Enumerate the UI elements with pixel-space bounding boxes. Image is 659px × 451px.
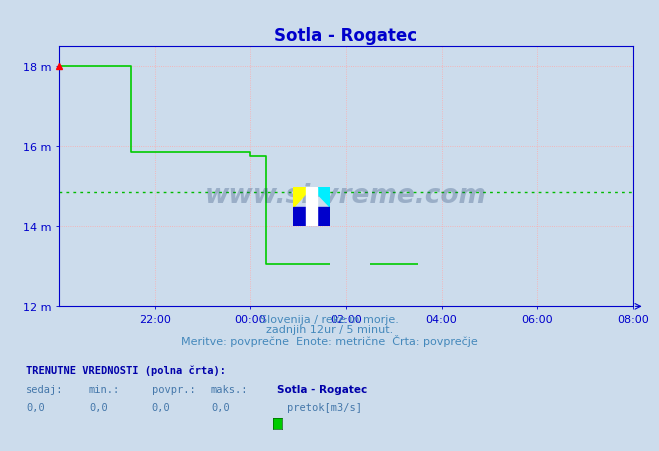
Text: maks.:: maks.: <box>211 384 248 394</box>
Polygon shape <box>293 188 312 207</box>
Text: Meritve: povprečne  Enote: metrične  Črta: povprečje: Meritve: povprečne Enote: metrične Črta:… <box>181 335 478 347</box>
Text: 0,0: 0,0 <box>211 402 229 412</box>
Text: sedaj:: sedaj: <box>26 384 64 394</box>
Text: zadnjih 12ur / 5 minut.: zadnjih 12ur / 5 minut. <box>266 325 393 335</box>
Text: 0,0: 0,0 <box>89 402 107 412</box>
Text: www.si-vreme.com: www.si-vreme.com <box>205 182 487 208</box>
Polygon shape <box>312 188 330 207</box>
Text: Slovenija / reke in morje.: Slovenija / reke in morje. <box>260 315 399 325</box>
Text: pretok[m3/s]: pretok[m3/s] <box>287 402 362 412</box>
Text: Sotla - Rogatec: Sotla - Rogatec <box>277 384 367 394</box>
Text: povpr.:: povpr.: <box>152 384 195 394</box>
Title: Sotla - Rogatec: Sotla - Rogatec <box>274 27 418 44</box>
Polygon shape <box>293 207 330 226</box>
Text: 0,0: 0,0 <box>26 402 45 412</box>
Text: TRENUTNE VREDNOSTI (polna črta):: TRENUTNE VREDNOSTI (polna črta): <box>26 364 226 375</box>
Polygon shape <box>306 188 317 226</box>
Text: min.:: min.: <box>89 384 120 394</box>
Text: 0,0: 0,0 <box>152 402 170 412</box>
